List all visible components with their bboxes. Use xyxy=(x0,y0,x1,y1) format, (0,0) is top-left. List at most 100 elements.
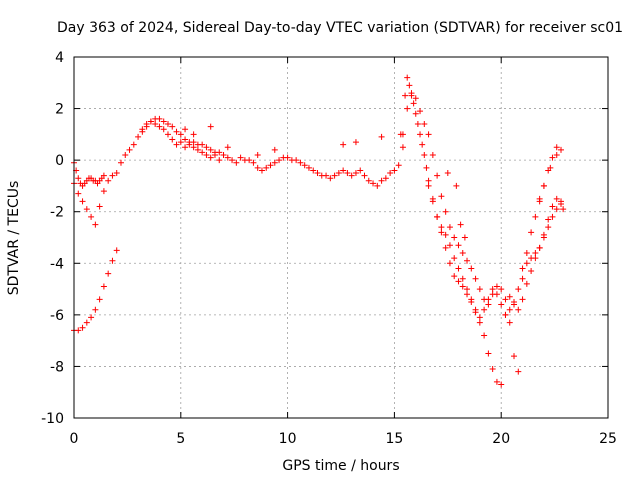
data-point xyxy=(451,234,458,241)
data-point xyxy=(169,136,176,143)
y-tick-labels: -10 -8 -6 -4 -2 0 2 4 xyxy=(41,50,64,427)
data-point xyxy=(489,286,496,293)
data-point xyxy=(511,301,518,308)
data-point xyxy=(182,144,189,151)
data-point xyxy=(506,293,513,300)
data-point xyxy=(511,353,518,360)
data-point xyxy=(444,170,451,177)
data-point xyxy=(284,154,291,161)
data-point xyxy=(378,133,385,140)
data-point xyxy=(79,324,86,331)
data-point xyxy=(254,164,261,171)
data-point xyxy=(464,257,471,264)
data-point xyxy=(455,242,462,249)
data-point xyxy=(455,278,462,285)
data-point xyxy=(532,213,539,220)
data-point xyxy=(451,273,458,280)
data-point xyxy=(182,126,189,133)
y-axis-label: SDTVAR / TECUs xyxy=(6,181,22,296)
data-point xyxy=(139,126,146,133)
data-point xyxy=(399,144,406,151)
data-point xyxy=(258,167,265,174)
data-point xyxy=(83,319,90,326)
data-point xyxy=(412,110,419,117)
data-point xyxy=(485,350,492,357)
data-point xyxy=(314,170,321,177)
data-point xyxy=(344,170,351,177)
data-point xyxy=(271,146,278,153)
data-point xyxy=(417,131,424,138)
data-point xyxy=(203,151,210,158)
data-point xyxy=(528,255,535,262)
data-point xyxy=(438,224,445,231)
series-lower-branch xyxy=(425,182,565,375)
data-point xyxy=(271,159,278,166)
data-point xyxy=(92,306,99,313)
data-point xyxy=(532,249,539,256)
data-point xyxy=(549,213,556,220)
data-point xyxy=(126,146,133,153)
data-point xyxy=(515,286,522,293)
data-point xyxy=(156,123,163,130)
data-point xyxy=(553,206,560,213)
data-point xyxy=(419,141,426,148)
data-point xyxy=(88,213,95,220)
data-point xyxy=(293,157,300,164)
data-point xyxy=(442,231,449,238)
data-point xyxy=(553,151,560,158)
y-tick-label: 2 xyxy=(55,102,64,118)
grid-lines xyxy=(74,57,608,418)
data-point xyxy=(498,301,505,308)
data-point xyxy=(523,249,530,256)
data-point xyxy=(489,366,496,373)
series-scattered-points xyxy=(182,105,560,241)
data-point xyxy=(412,95,419,102)
data-point xyxy=(414,121,421,128)
data-point xyxy=(160,126,167,133)
plot-frame xyxy=(73,56,609,419)
data-point xyxy=(357,167,364,174)
data-point xyxy=(397,131,404,138)
data-point xyxy=(203,144,210,151)
data-point xyxy=(263,164,270,171)
data-point xyxy=(446,242,453,249)
data-point xyxy=(485,301,492,308)
data-point xyxy=(438,229,445,236)
data-point xyxy=(553,195,560,202)
data-point xyxy=(276,157,283,164)
y-tick-label: -2 xyxy=(50,205,64,221)
data-point xyxy=(164,131,171,138)
data-point xyxy=(173,128,180,135)
data-point xyxy=(348,172,355,179)
data-point xyxy=(100,172,107,179)
data-point xyxy=(461,234,468,241)
data-point xyxy=(506,319,513,326)
data-point xyxy=(96,296,103,303)
data-point xyxy=(506,306,513,313)
data-point xyxy=(429,198,436,205)
data-point xyxy=(340,167,347,174)
data-point xyxy=(446,224,453,231)
data-point xyxy=(468,265,475,272)
data-point xyxy=(560,206,567,213)
data-point xyxy=(423,164,430,171)
data-point xyxy=(553,144,560,151)
data-point xyxy=(122,151,129,158)
data-point xyxy=(558,198,565,205)
data-point xyxy=(481,332,488,339)
data-point xyxy=(502,296,509,303)
series-separate-rise xyxy=(71,247,120,334)
data-point xyxy=(421,121,428,128)
x-tick-label: 25 xyxy=(599,431,617,447)
data-point xyxy=(105,177,112,184)
data-point xyxy=(135,133,142,140)
data-point xyxy=(190,144,197,151)
data-point xyxy=(429,151,436,158)
data-point xyxy=(523,260,530,267)
data-point xyxy=(464,286,471,293)
y-tick-label: -6 xyxy=(50,308,64,324)
data-point xyxy=(540,234,547,241)
x-tick-labels: 0 5 10 15 20 25 xyxy=(70,431,617,447)
data-point xyxy=(254,151,261,158)
